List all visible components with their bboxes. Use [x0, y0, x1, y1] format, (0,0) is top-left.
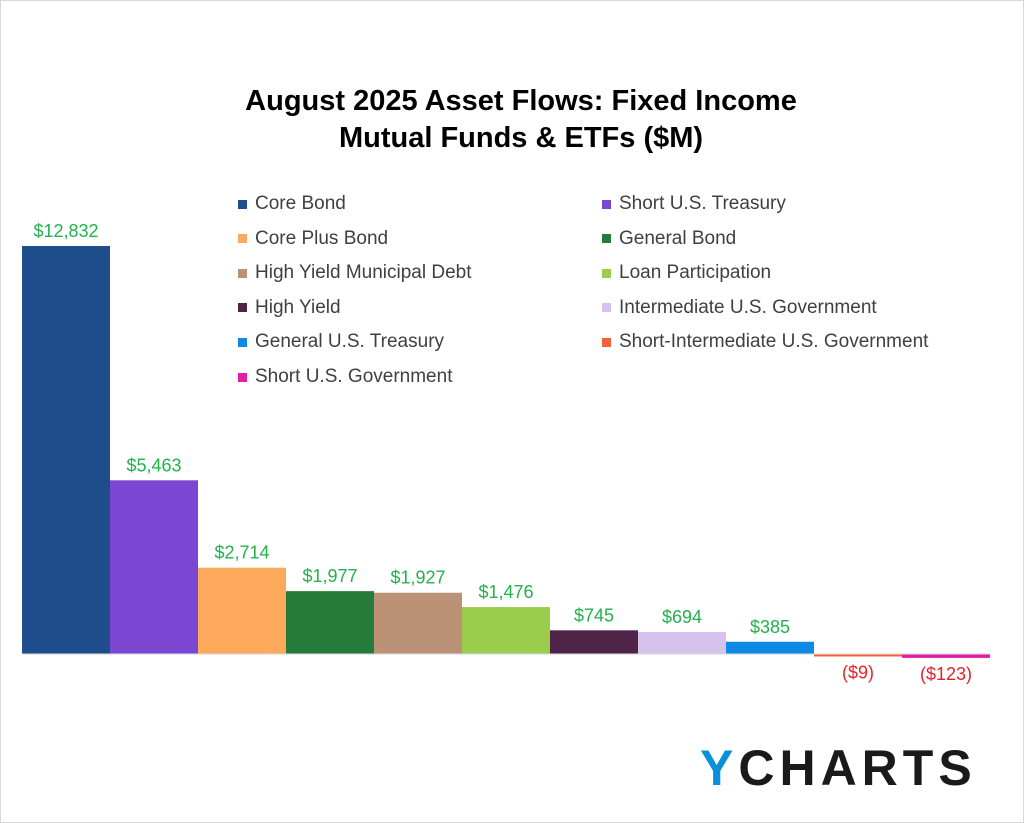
data-label-loan-participation: $1,476 — [478, 582, 533, 602]
data-label-intermediate-u-s-government: $694 — [662, 607, 702, 627]
ycharts-logo-y: Y — [700, 740, 739, 796]
data-label-core-plus-bond: $2,714 — [214, 543, 269, 563]
data-label-high-yield-municipal-debt: $1,927 — [390, 568, 445, 588]
bar-high-yield — [550, 630, 638, 654]
data-label-short-u-s-government: ($123) — [920, 664, 972, 684]
chart-title: August 2025 Asset Flows: Fixed Income Mu… — [1, 83, 1024, 157]
bar-loan-participation — [462, 607, 550, 654]
data-label-high-yield: $745 — [574, 605, 614, 625]
bar-short-intermediate-u-s-government — [814, 654, 902, 657]
bar-short-u-s-government — [902, 654, 990, 658]
chart-title-line-2: Mutual Funds & ETFs ($M) — [338, 122, 704, 154]
bar-general-u-s-treasury — [726, 641, 814, 654]
bar-core-bond — [22, 246, 110, 654]
data-label-core-bond: $12,832 — [33, 221, 98, 241]
bar-short-u-s-treasury — [110, 480, 198, 654]
ycharts-logo: YCHARTS — [700, 740, 977, 796]
data-label-short-u-s-treasury: $5,463 — [126, 455, 181, 475]
data-label-general-u-s-treasury: $385 — [750, 617, 790, 637]
bar-general-bond — [286, 591, 374, 654]
data-label-general-bond: $1,977 — [302, 566, 357, 586]
bar-core-plus-bond — [198, 567, 286, 654]
data-label-short-intermediate-u-s-government: ($9) — [842, 663, 874, 683]
chart-title-line-1: August 2025 Asset Flows: Fixed Income — [245, 85, 797, 117]
ycharts-logo-wordmark: CHARTS — [738, 740, 977, 796]
bar-high-yield-municipal-debt — [374, 592, 462, 654]
bar-intermediate-u-s-government — [638, 631, 726, 654]
